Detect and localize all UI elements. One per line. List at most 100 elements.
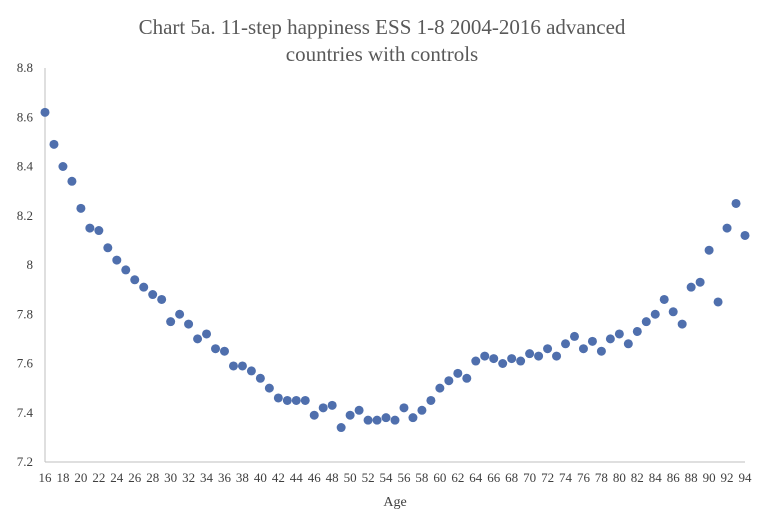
data-point	[354, 405, 364, 415]
x-tick-label: 94	[739, 470, 753, 485]
data-point	[471, 356, 481, 366]
x-tick-label: 40	[254, 470, 267, 485]
x-tick-label: 34	[200, 470, 214, 485]
data-point	[552, 351, 562, 361]
data-point	[569, 331, 579, 341]
data-point	[507, 354, 517, 364]
data-point	[219, 346, 229, 356]
data-point	[282, 395, 292, 405]
data-point	[49, 139, 59, 149]
data-point	[94, 226, 104, 236]
x-tick-label: 78	[595, 470, 608, 485]
data-point	[67, 176, 77, 186]
x-tick-label: 92	[721, 470, 734, 485]
x-tick-label: 82	[631, 470, 644, 485]
x-tick-label: 18	[56, 470, 69, 485]
data-point	[130, 275, 140, 285]
data-point	[525, 349, 535, 359]
data-point	[561, 339, 571, 349]
data-point	[596, 346, 606, 356]
x-tick-label: 54	[380, 470, 394, 485]
data-point	[273, 393, 283, 403]
data-point	[237, 361, 247, 371]
data-point	[85, 223, 95, 233]
x-tick-label: 28	[146, 470, 159, 485]
data-point	[103, 243, 113, 253]
data-point	[578, 344, 588, 354]
y-tick-label: 8.6	[17, 109, 34, 124]
data-point	[76, 203, 86, 213]
x-tick-label: 24	[110, 470, 124, 485]
data-point	[543, 344, 553, 354]
data-point	[605, 334, 615, 344]
y-tick-label: 8.8	[17, 60, 33, 75]
x-axis-label: Age	[383, 495, 406, 510]
y-tick-label: 7.4	[17, 405, 34, 420]
x-tick-label: 76	[577, 470, 591, 485]
x-tick-label: 56	[397, 470, 411, 485]
data-point	[650, 309, 660, 319]
x-tick-label: 84	[649, 470, 663, 485]
data-point	[336, 423, 346, 433]
chart-title-line-1: Chart 5a. 11-step happiness ESS 1-8 2004…	[139, 15, 626, 39]
y-tick-labels: 7.2 7.4 7.6 7.8 8 8.2 8.4 8.6 8.8	[17, 60, 34, 469]
data-point	[345, 410, 355, 420]
x-tick-label: 52	[362, 470, 375, 485]
data-point	[587, 336, 597, 346]
x-tick-label: 30	[164, 470, 177, 485]
x-tick-label: 22	[92, 470, 105, 485]
x-tick-label: 46	[308, 470, 322, 485]
x-tick-label: 38	[236, 470, 249, 485]
data-point	[462, 373, 472, 383]
x-tick-label: 26	[128, 470, 142, 485]
y-tick-label: 7.8	[17, 306, 33, 321]
data-point	[211, 344, 221, 354]
x-tick-label: 74	[559, 470, 573, 485]
data-point	[480, 351, 490, 361]
data-point	[623, 339, 633, 349]
data-point	[58, 162, 68, 171]
data-point	[264, 383, 274, 393]
y-tick-label: 8	[27, 257, 34, 272]
data-point	[148, 290, 158, 300]
data-point	[40, 107, 50, 117]
data-point	[318, 403, 328, 413]
x-tick-label: 20	[74, 470, 87, 485]
data-point	[112, 255, 122, 265]
data-point	[300, 395, 310, 405]
x-tick-label: 68	[505, 470, 518, 485]
data-point	[713, 297, 723, 307]
data-point	[166, 317, 176, 327]
data-point	[740, 230, 750, 240]
data-point	[157, 294, 167, 304]
data-point	[614, 329, 624, 339]
data-point	[498, 359, 508, 368]
data-point	[632, 326, 642, 336]
chart-title-line-2: countries with controls	[286, 42, 478, 66]
data-point	[246, 366, 256, 376]
x-tick-label: 72	[541, 470, 554, 485]
data-point	[372, 415, 382, 425]
data-point	[390, 415, 400, 425]
data-point	[175, 309, 185, 319]
data-points	[40, 107, 750, 433]
data-point	[444, 376, 454, 386]
data-point	[668, 307, 678, 317]
x-tick-label: 90	[703, 470, 716, 485]
data-point	[686, 282, 696, 292]
x-tick-label: 16	[39, 470, 53, 485]
y-tick-label: 7.2	[17, 454, 33, 469]
data-point	[408, 413, 418, 423]
y-tick-label: 7.6	[17, 356, 34, 371]
x-tick-label: 60	[433, 470, 446, 485]
data-point	[184, 319, 194, 329]
data-point	[417, 405, 427, 415]
data-point	[228, 361, 238, 371]
data-point	[731, 198, 741, 208]
data-point	[399, 403, 409, 413]
data-point	[255, 373, 265, 383]
x-tick-label: 80	[613, 470, 626, 485]
data-point	[435, 383, 445, 393]
x-tick-label: 48	[326, 470, 339, 485]
data-point	[641, 317, 651, 327]
